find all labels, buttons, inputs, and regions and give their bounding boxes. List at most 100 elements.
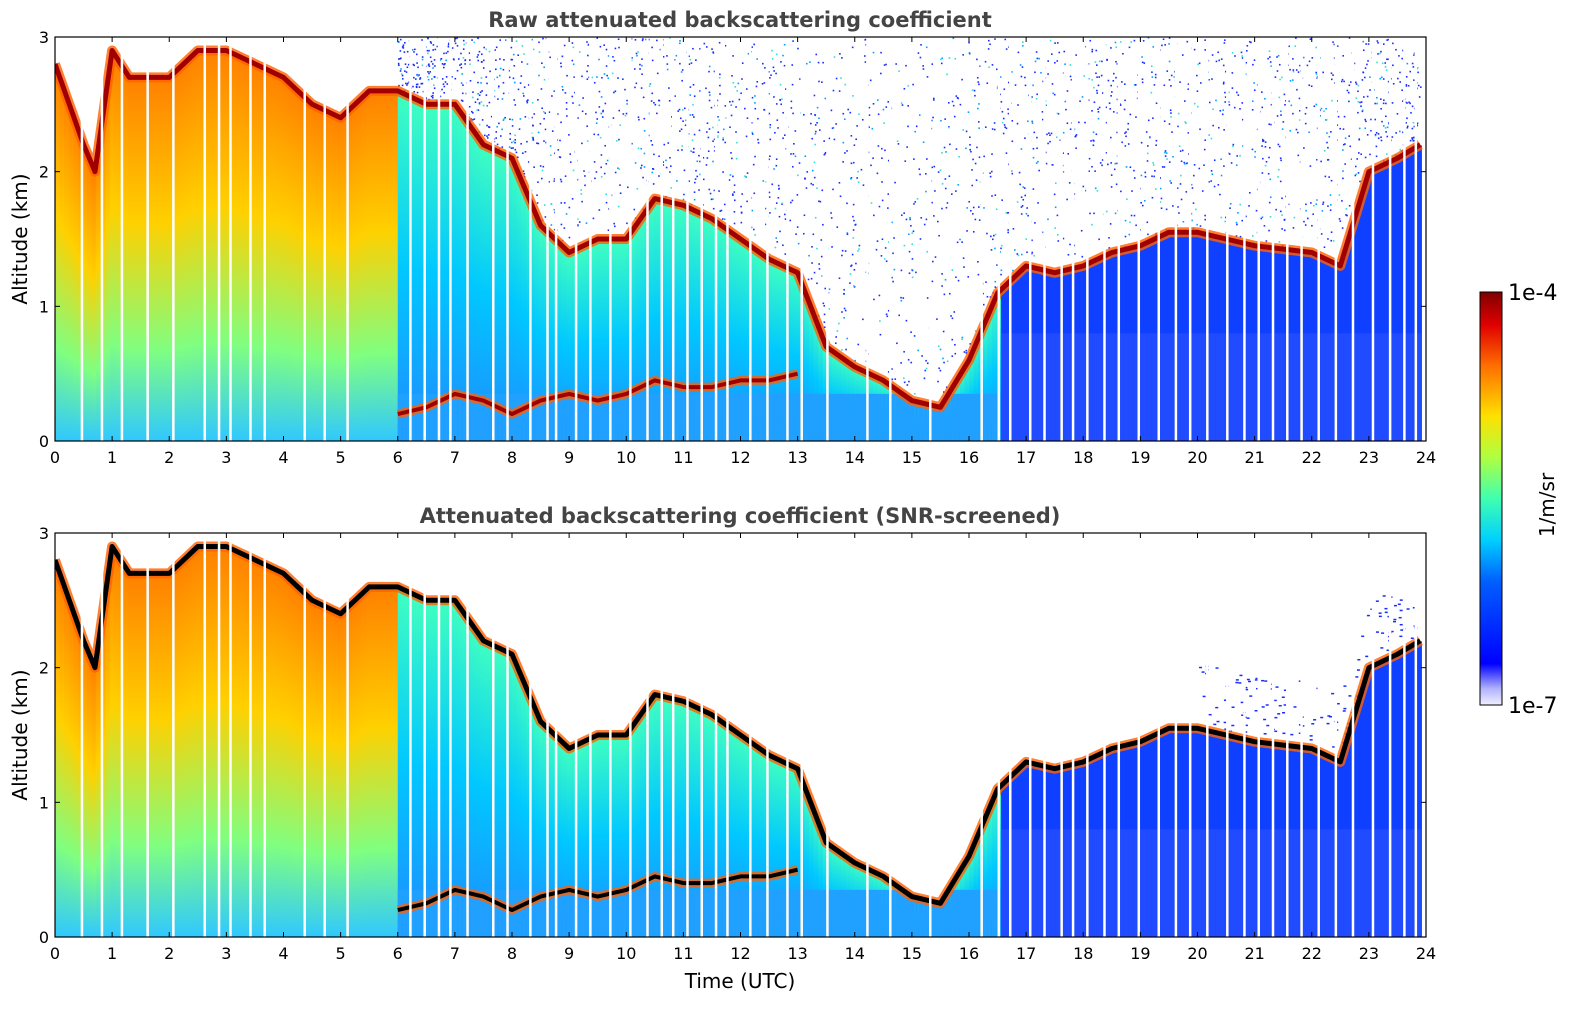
dropout-column (786, 533, 789, 937)
heatmap-cell (973, 840, 979, 937)
noise-pixel (816, 106, 819, 109)
noise-pixel (1078, 121, 1080, 124)
x-tick-label: 2 (164, 448, 174, 467)
noise-pixel (1348, 37, 1351, 39)
noise-pixel (571, 59, 574, 62)
noise-pixel (479, 91, 482, 94)
noise-pixel (412, 85, 414, 88)
heatmap-cell (598, 239, 604, 441)
noise-pixel (940, 58, 942, 61)
noise-pixel (1192, 202, 1195, 204)
noise-pixel (1144, 171, 1147, 174)
noise-pixel (855, 138, 857, 141)
noise-pixel (1220, 158, 1222, 160)
noise-pixel (1336, 124, 1339, 126)
noise-pixel (611, 72, 614, 75)
noise-pixel (1231, 87, 1234, 89)
heatmap-cell (626, 889, 632, 937)
noise-pixel (562, 89, 564, 91)
heatmap-cell (182, 558, 189, 937)
noise-pixel (432, 84, 435, 87)
noise-pixel (1000, 269, 1003, 272)
noise-pixel (1308, 60, 1311, 63)
noise-pixel (418, 86, 421, 88)
noise-pixel (495, 46, 498, 49)
noise-pixel (729, 126, 731, 129)
x-tick-label: 10 (616, 944, 636, 963)
noise-pixel (730, 104, 733, 106)
noise-pixel (1348, 695, 1352, 697)
dropout-column (766, 37, 769, 441)
noise-pixel (1375, 631, 1379, 633)
heatmap-cell (1394, 654, 1400, 937)
noise-pixel (751, 209, 754, 212)
noise-pixel (1220, 216, 1223, 219)
noise-pixel (1031, 251, 1034, 254)
noise-pixel (843, 317, 845, 319)
noise-pixel (1220, 58, 1223, 60)
noise-pixel (432, 92, 434, 94)
heatmap-cell (210, 546, 216, 937)
noise-pixel (665, 159, 667, 162)
heatmap-cell (525, 393, 531, 441)
heatmap-cell (1398, 156, 1404, 441)
noise-pixel (692, 83, 695, 86)
heatmap-cell (767, 393, 773, 441)
heatmap-cell (726, 889, 732, 937)
noise-pixel (1321, 210, 1324, 212)
heatmap-cell (548, 731, 554, 937)
noise-pixel (856, 125, 858, 127)
noise-pixel (658, 155, 660, 158)
heatmap-cell (1407, 829, 1413, 937)
noise-pixel (673, 59, 676, 61)
noise-pixel (513, 65, 516, 67)
dropout-column (980, 533, 983, 937)
noise-pixel (1091, 79, 1093, 81)
noise-pixel (1366, 134, 1369, 136)
noise-pixel (474, 101, 477, 104)
noise-pixel (974, 162, 977, 165)
noise-pixel (1140, 174, 1143, 177)
noise-pixel (1000, 247, 1002, 250)
noise-pixel (418, 74, 420, 76)
heatmap-cell (233, 550, 239, 937)
noise-pixel (651, 46, 653, 49)
noise-pixel (778, 215, 781, 218)
noise-pixel (1269, 178, 1272, 181)
dropout-column (726, 37, 729, 441)
noise-pixel (1245, 688, 1249, 691)
noise-pixel (1406, 62, 1409, 65)
noise-pixel (1235, 235, 1238, 237)
noise-pixel (1283, 689, 1287, 692)
noise-pixel (922, 68, 925, 70)
noise-pixel (1320, 233, 1323, 235)
noise-pixel (737, 82, 740, 85)
heatmap-cell (64, 96, 70, 441)
noise-pixel (1020, 148, 1023, 150)
heatmap-cell (1302, 829, 1308, 937)
noise-pixel (986, 295, 989, 298)
noise-pixel (716, 136, 719, 139)
noise-pixel (909, 218, 911, 221)
noise-pixel (1095, 49, 1098, 52)
noise-pixel (1304, 224, 1307, 226)
dropout-column (506, 37, 509, 441)
noise-pixel (415, 53, 418, 56)
heatmap-cell (1293, 829, 1299, 937)
noise-pixel (586, 70, 588, 73)
noise-pixel (1031, 120, 1033, 123)
noise-pixel (1155, 102, 1158, 105)
noise-pixel (682, 120, 684, 122)
noise-pixel (1169, 180, 1171, 182)
noise-pixel (942, 357, 944, 360)
noise-pixel (1124, 235, 1127, 238)
noise-pixel (510, 46, 513, 49)
noise-pixel (968, 52, 971, 55)
noise-pixel (740, 205, 742, 208)
heatmap-cell (443, 104, 449, 441)
noise-pixel (971, 89, 974, 91)
noise-pixel (723, 203, 726, 206)
noise-pixel (745, 135, 748, 138)
heatmap-cell (420, 102, 426, 441)
heatmap-cell (635, 222, 641, 441)
